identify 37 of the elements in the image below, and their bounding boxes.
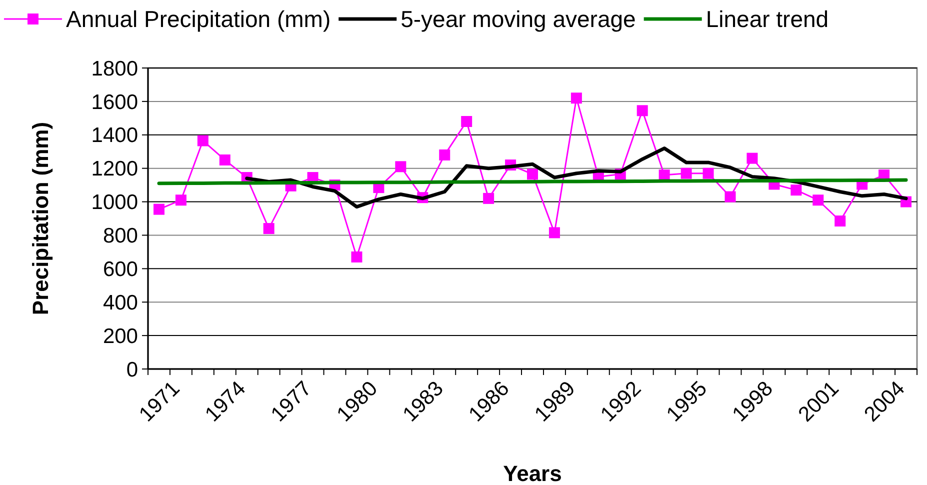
y-tick-label: 800 [102,224,138,248]
point [153,204,164,215]
y-tick-label: 1400 [91,124,138,148]
point [636,105,648,116]
x-axis-title: Years [503,461,562,485]
y-tick-label: 1200 [91,158,138,181]
y-tick-label: 200 [102,324,138,348]
y-tick-label: 1600 [91,90,138,114]
point [351,251,362,262]
y-tick-label: 600 [102,258,138,282]
point [746,152,758,164]
point [461,116,472,128]
point [834,216,846,227]
point [527,168,538,180]
point [483,192,494,204]
point [219,154,230,166]
legend-label: 5-year moving average [400,6,636,32]
point [724,191,736,202]
point [702,168,714,179]
y-axis-title: Precipitation (mm) [28,122,53,316]
legend-label: Annual Precipitation (mm) [66,6,331,32]
point [790,184,802,196]
point [439,149,450,160]
point [548,227,560,238]
point [263,223,274,234]
point [570,92,582,104]
y-tick-label: 400 [102,291,138,314]
y-tick-label: 0 [126,358,138,382]
y-tick-label: 1000 [91,191,138,214]
point [175,194,186,206]
point [812,194,824,206]
legend-label: Linear trend [706,6,829,32]
point [197,135,208,146]
point [395,161,406,172]
point [680,168,692,179]
point [658,170,670,181]
y-tick-label: 1800 [91,57,138,80]
